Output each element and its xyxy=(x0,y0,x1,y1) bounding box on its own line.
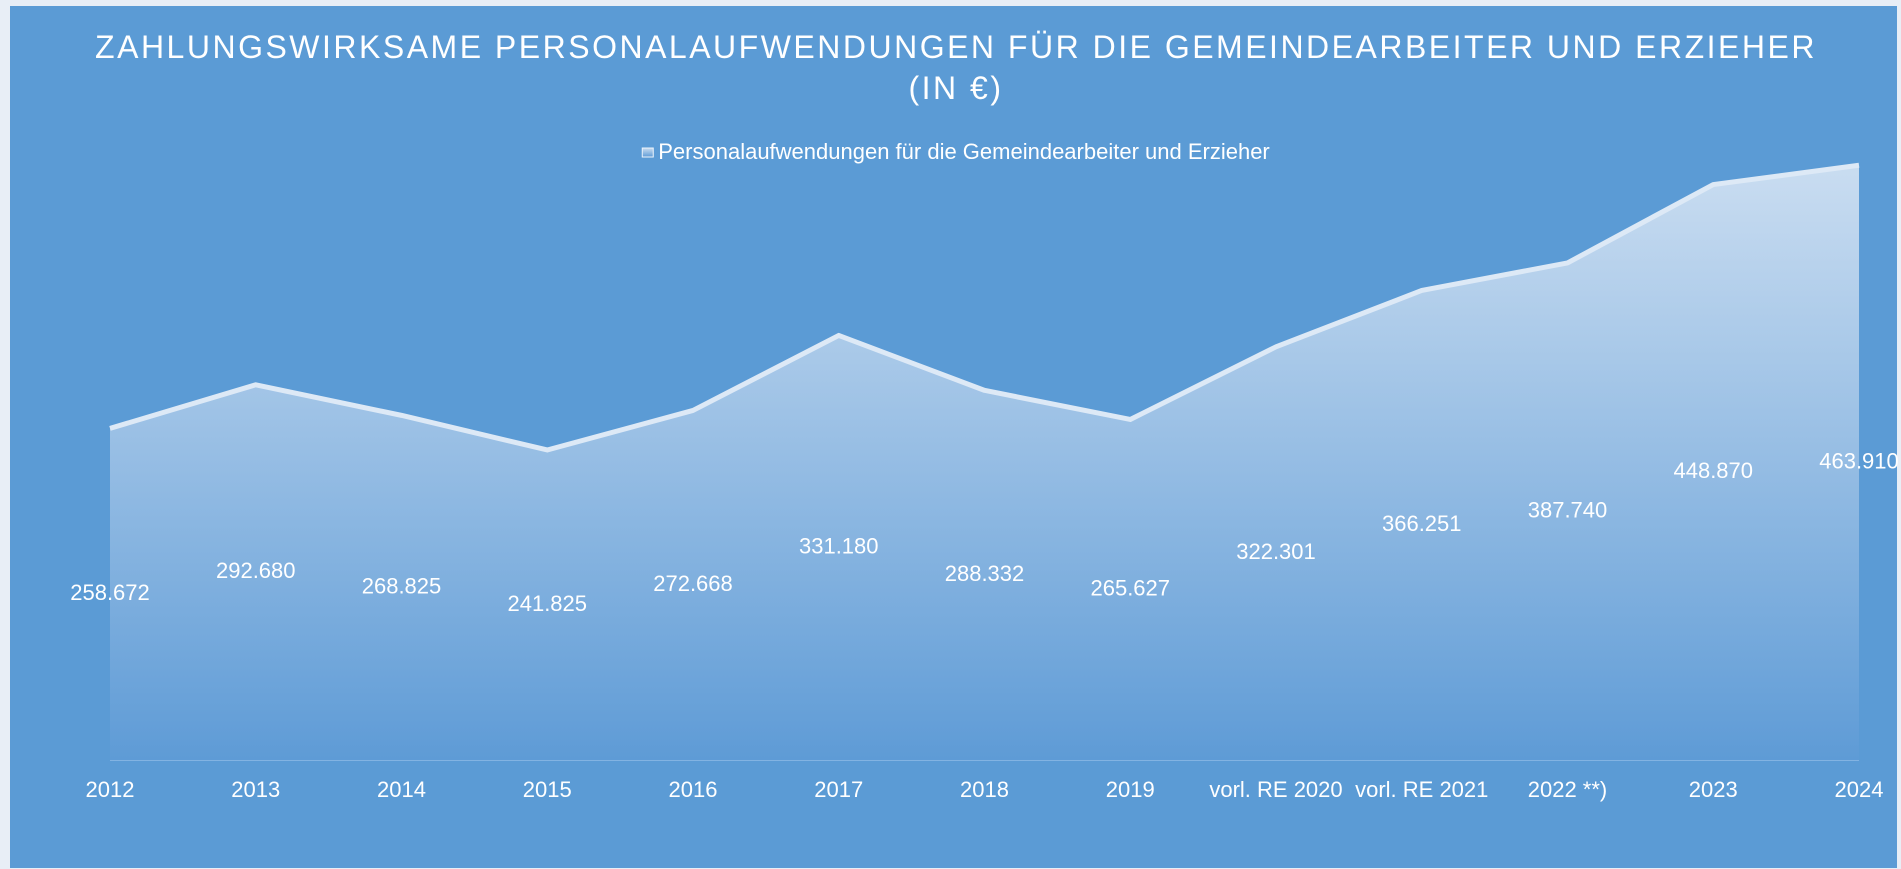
data-label: 331.180 xyxy=(799,534,879,559)
x-tick-label: 2017 xyxy=(814,777,863,802)
x-tick-label: 2018 xyxy=(960,777,1009,802)
chart-title: ZAHLUNGSWIRKSAME PERSONALAUFWENDUNGEN FÜ… xyxy=(95,29,1817,106)
data-label: 241.825 xyxy=(507,591,587,616)
data-label: 288.332 xyxy=(945,561,1025,586)
x-tick-label: vorl. RE 2020 xyxy=(1209,777,1342,802)
x-tick-label: 2014 xyxy=(377,777,426,802)
data-label: 387.740 xyxy=(1528,497,1608,522)
x-tick-label: 2024 xyxy=(1835,777,1884,802)
data-label: 292.680 xyxy=(216,558,296,583)
data-label: 272.668 xyxy=(653,571,733,596)
data-label: 322.301 xyxy=(1236,539,1316,564)
x-tick-label: vorl. RE 2021 xyxy=(1355,777,1488,802)
x-tick-label: 2015 xyxy=(523,777,572,802)
x-tick-label: 2023 xyxy=(1689,777,1738,802)
x-tick-label: 2019 xyxy=(1106,777,1155,802)
data-label: 268.825 xyxy=(362,573,442,598)
data-label: 265.627 xyxy=(1090,576,1170,601)
x-tick-label: 2012 xyxy=(86,777,135,802)
data-label: 448.870 xyxy=(1673,458,1753,483)
data-label: 463.910 xyxy=(1819,448,1899,473)
legend-label: Personalaufwendungen für die Gemeindearb… xyxy=(658,139,1270,164)
x-tick-label: 2022 **) xyxy=(1528,777,1608,802)
area-line xyxy=(109,162,1860,453)
data-label: 258.672 xyxy=(70,580,150,605)
x-tick-label: 2013 xyxy=(231,777,280,802)
legend-swatch xyxy=(641,147,654,158)
data-label: 366.251 xyxy=(1382,511,1462,536)
x-tick-label: 2016 xyxy=(669,777,718,802)
plot-area: 258.672 292.680 268.825 241.825 272.668 331.1… xyxy=(70,162,1899,802)
